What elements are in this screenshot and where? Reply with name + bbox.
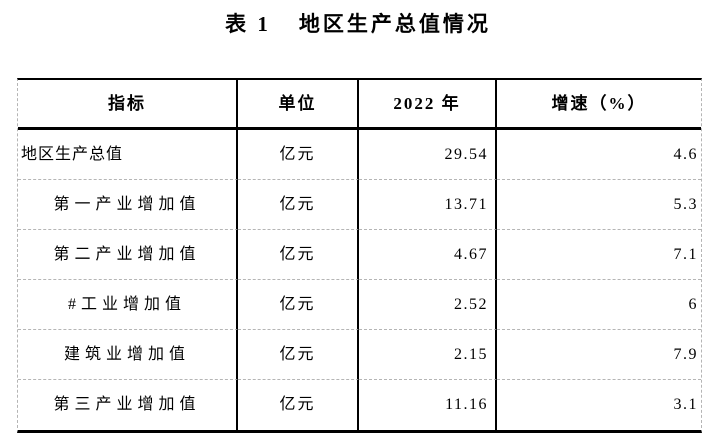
cell-unit: 亿元 [238,180,359,230]
cell-growth: 6 [497,280,701,330]
cell-indicator: 第一产业增加值 [18,180,238,230]
table-row: 地区生产总值 亿元 29.54 4.6 [18,130,701,180]
cell-value-2022: 4.67 [359,230,497,280]
cell-value-2022: 2.52 [359,280,497,330]
cell-value-2022: 2.15 [359,330,497,380]
column-header-growth: 增速（%） [497,80,701,130]
table-row: 第一产业增加值 亿元 13.71 5.3 [18,180,701,230]
cell-growth: 4.6 [497,130,701,180]
cell-indicator: 第二产业增加值 [18,230,238,280]
column-header-2022: 2022 年 [359,80,497,130]
cell-unit: 亿元 [238,230,359,280]
cell-growth: 5.3 [497,180,701,230]
cell-value-2022: 13.71 [359,180,497,230]
table-title: 表 1 地区生产总值情况 [0,8,716,38]
cell-value-2022: 29.54 [359,130,497,180]
cell-indicator: 建筑业增加值 [18,330,238,380]
cell-value-2022: 11.16 [359,380,497,430]
column-header-unit: 单位 [238,80,359,130]
cell-unit: 亿元 [238,130,359,180]
cell-unit: 亿元 [238,280,359,330]
cell-unit: 亿元 [238,380,359,430]
cell-growth: 7.9 [497,330,701,380]
table-row: 建筑业增加值 亿元 2.15 7.9 [18,330,701,380]
table-row: 第二产业增加值 亿元 4.67 7.1 [18,230,701,280]
column-header-indicator: 指标 [18,80,238,130]
cell-indicator: 第三产业增加值 [18,380,238,430]
table-number: 表 1 [225,12,271,36]
table-row: 第三产业增加值 亿元 11.16 3.1 [18,380,701,430]
table-header-row: 指标 单位 2022 年 增速（%） [18,80,701,130]
gdp-table: 指标 单位 2022 年 增速（%） 地区生产总值 亿元 29.54 4.6 第… [17,78,702,433]
cell-unit: 亿元 [238,330,359,380]
table-row: #工业增加值 亿元 2.52 6 [18,280,701,330]
cell-indicator: #工业增加值 [18,280,238,330]
cell-growth: 3.1 [673,396,698,413]
cell-indicator: 地区生产总值 [18,130,238,180]
cell-growth: 7.1 [497,230,701,280]
table-title-text: 地区生产总值情况 [298,12,491,36]
